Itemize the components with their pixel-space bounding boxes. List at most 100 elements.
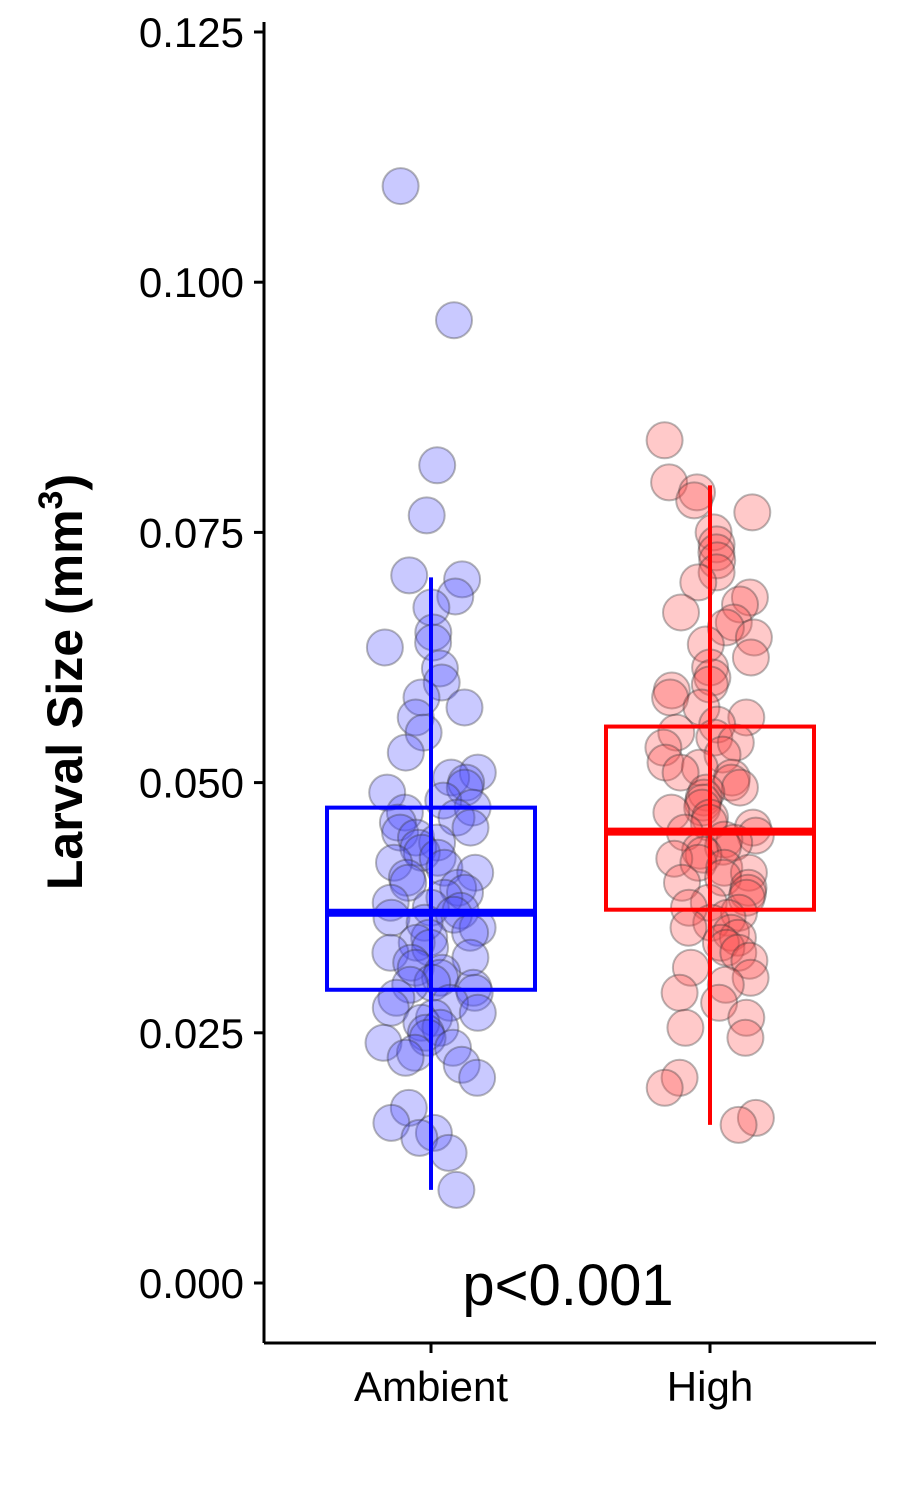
data-point: [660, 1058, 699, 1097]
data-point: [458, 1058, 497, 1097]
data-point: [645, 421, 684, 460]
data-point: [396, 948, 435, 987]
data-point: [644, 728, 683, 767]
data-point: [684, 778, 723, 817]
y-tick-label: 0.050: [139, 760, 244, 807]
data-point: [455, 973, 494, 1012]
data-point: [364, 1023, 403, 1062]
data-point: [439, 868, 478, 907]
data-point: [407, 496, 446, 535]
data-point: [703, 735, 742, 774]
data-point: [666, 1008, 705, 1047]
data-point: [679, 843, 718, 882]
data-point: [386, 733, 425, 772]
data-point: [389, 863, 428, 902]
y-tick-label: 0.075: [139, 509, 244, 556]
data-point: [731, 638, 770, 677]
data-point: [712, 763, 751, 802]
data-point: [730, 941, 769, 980]
data-point: [397, 818, 435, 857]
data-point: [397, 923, 436, 962]
data-point: [655, 839, 694, 878]
data-point: [736, 1098, 775, 1137]
data-point: [451, 808, 490, 847]
data-point: [733, 493, 772, 532]
data-point: [729, 853, 768, 892]
data-point: [386, 1038, 425, 1077]
data-point: [704, 858, 743, 897]
plot-layer: 0.000 0.025 0.050 0.075 0.100 0.125 Ambient Hig…: [139, 9, 876, 1410]
data-point: [660, 973, 699, 1012]
data-point: [669, 908, 708, 947]
data-point: [734, 618, 773, 657]
data-point: [435, 301, 473, 340]
data-point: [697, 533, 736, 572]
data-point: [437, 1170, 476, 1209]
data-point: [651, 678, 690, 717]
data-point: [719, 933, 758, 972]
data-point: [697, 553, 736, 592]
data-point: [712, 758, 751, 797]
box-iqr: [325, 805, 537, 992]
data-point: [645, 1068, 684, 1107]
data-point: [670, 888, 708, 927]
data-point: [714, 603, 753, 642]
data-point: [418, 823, 457, 862]
data-point: [720, 768, 759, 807]
box-iqr: [604, 724, 816, 912]
data-point: [456, 853, 495, 892]
data-point: [458, 753, 497, 792]
data-point: [385, 793, 424, 832]
data-point: [414, 1113, 453, 1152]
data-point: [686, 625, 725, 664]
data-point: [720, 893, 758, 932]
data-point: [712, 913, 751, 952]
data-point: [429, 1133, 468, 1172]
data-point: [436, 577, 475, 616]
data-point: [663, 863, 701, 902]
y-axis-title-main: Larval Size (mm: [37, 509, 93, 890]
data-point: [387, 858, 426, 897]
data-point: [414, 623, 453, 662]
data-point: [375, 843, 413, 882]
data-point: [372, 898, 411, 937]
data-point: [705, 848, 744, 887]
data-point: [432, 758, 471, 797]
data-point: [662, 593, 700, 632]
data-point: [652, 671, 691, 710]
data-point: [706, 965, 745, 1004]
data-point: [650, 463, 689, 502]
x-tick-label: Ambient: [354, 1363, 508, 1410]
data-point: [418, 838, 457, 877]
data-point: [425, 848, 464, 887]
data-point: [721, 585, 759, 624]
data-point: [657, 713, 696, 752]
data-point: [400, 1118, 439, 1157]
y-tick-label: 0.125: [139, 9, 244, 56]
data-point: [445, 688, 484, 727]
data-point: [443, 560, 482, 599]
data-point: [408, 1018, 447, 1057]
y-tick-label: 0.000: [139, 1260, 244, 1307]
data-point: [371, 933, 410, 972]
data-point: [396, 698, 435, 737]
data-point: [390, 556, 429, 595]
data-point: [661, 753, 700, 792]
data-point: [442, 1045, 481, 1084]
data-point: [381, 167, 420, 206]
data-point: [368, 773, 407, 812]
data-point: [372, 1103, 411, 1142]
data-point: [706, 608, 745, 647]
data-point: [687, 773, 726, 812]
data-point: [679, 563, 718, 602]
data-point: [447, 763, 486, 802]
data-point: [726, 1018, 765, 1057]
data-point: [378, 803, 417, 842]
y-tick-label: 0.025: [139, 1010, 244, 1057]
data-point: [695, 718, 734, 757]
y-axis-title-close: ): [37, 474, 93, 491]
data-point: [365, 628, 404, 667]
p-value-annotation: p<0.001: [462, 1253, 673, 1318]
y-axis-title: Larval Size (mm3): [32, 474, 93, 890]
